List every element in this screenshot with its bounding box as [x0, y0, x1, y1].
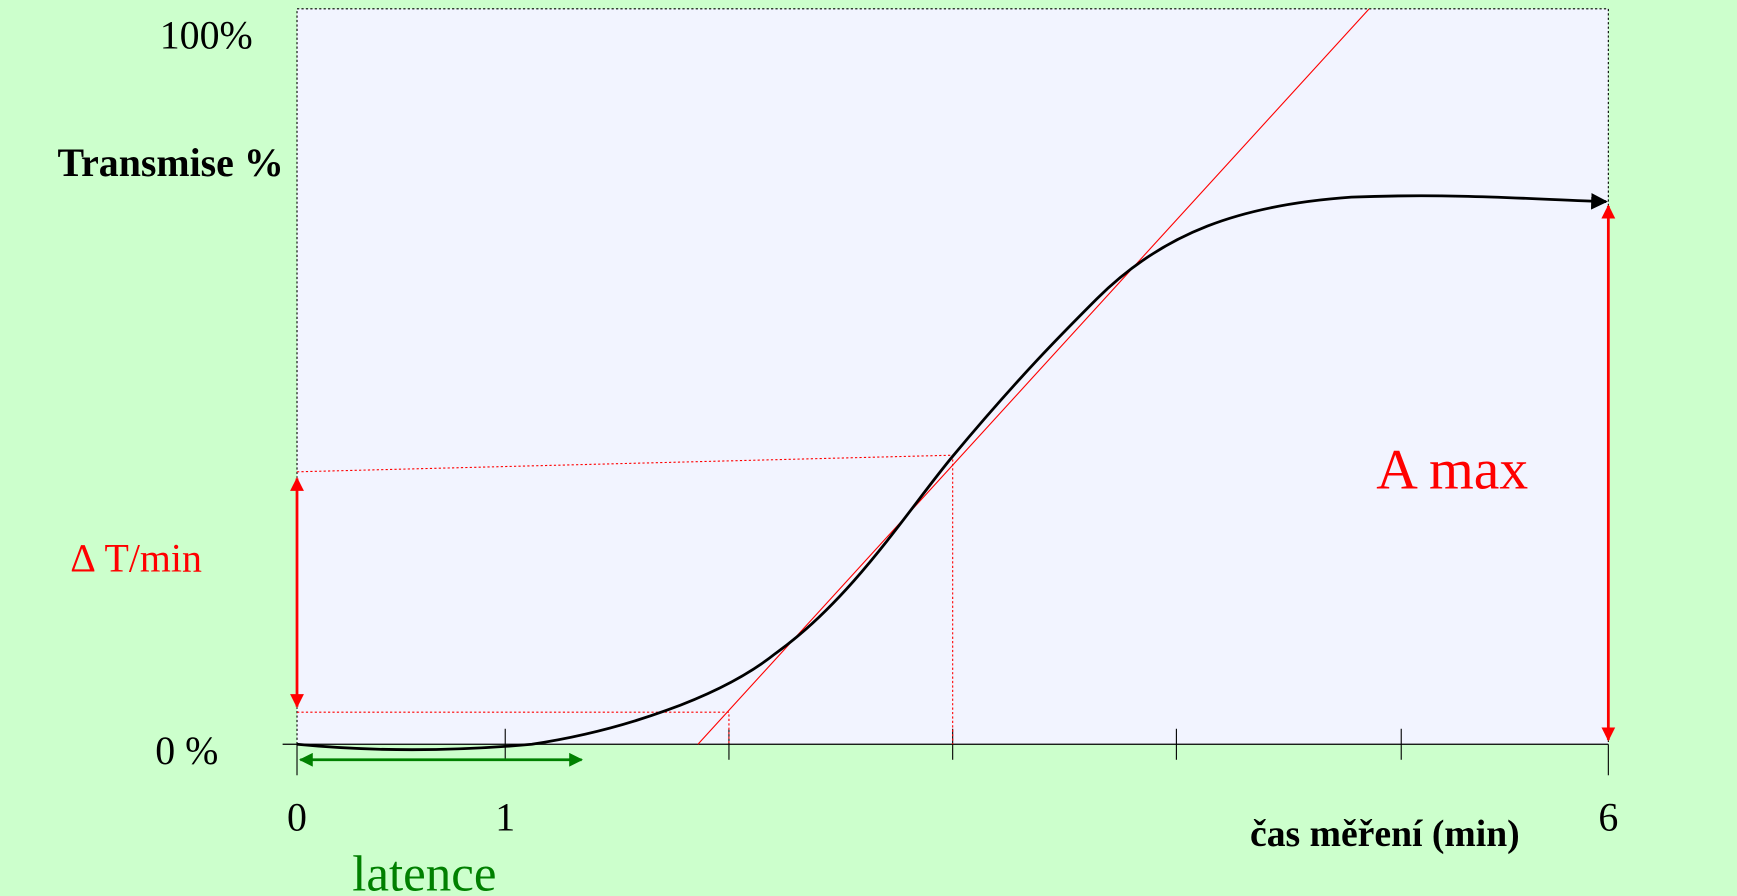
y-bottom-label: 0 %: [155, 728, 218, 773]
x-tick-label: 1: [495, 795, 515, 840]
x-axis-title: čas měření (min): [1250, 813, 1520, 855]
x-tick-label: 0: [287, 795, 307, 840]
tangent-line: [697, 8, 1370, 745]
lag-label: latence: [352, 846, 496, 896]
curve: [296, 192, 1608, 752]
plot-area: [297, 8, 1609, 745]
y-top-label: 100%: [160, 13, 253, 58]
max-label: A max: [1376, 438, 1528, 501]
y-axis-title: Transmise %: [57, 140, 283, 185]
slope-label: ∆ T/min: [71, 535, 202, 580]
x-tick-label: 6: [1598, 795, 1618, 840]
